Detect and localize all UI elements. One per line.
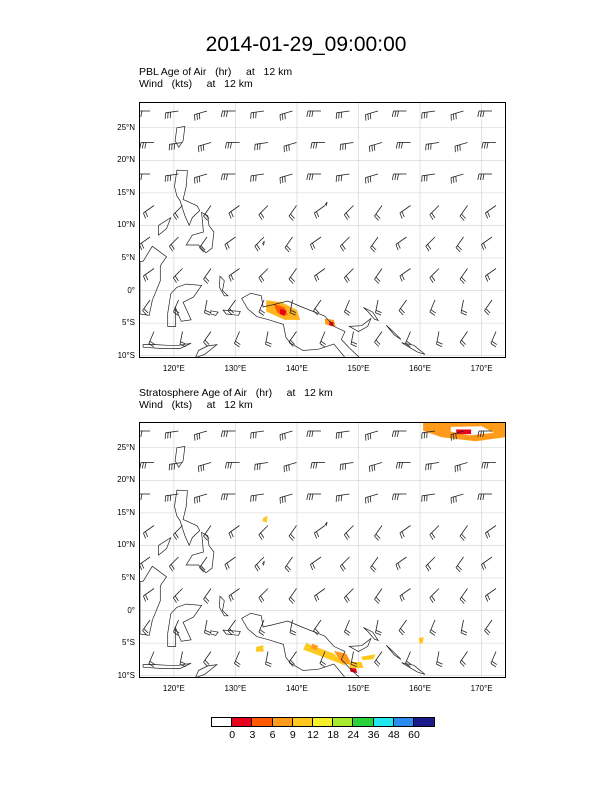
latitude-tick-label: 15°N: [117, 507, 135, 517]
longitude-tick-label: 160°E: [409, 684, 431, 693]
panel1-title-line2: Wind (kts) at 12 km: [139, 78, 253, 90]
latitude-tick-label: 25°N: [117, 442, 135, 452]
colorbar-swatch: [272, 718, 293, 726]
colorbar-label: 24: [347, 729, 360, 741]
latitude-tick-label: 10°S: [117, 670, 135, 680]
longitude-tick-label: 120°E: [162, 364, 185, 373]
colorbar-label: 60: [408, 729, 420, 741]
colorbar-swatch: [312, 718, 334, 726]
latitude-tick-label: 5°S: [122, 638, 135, 648]
latitude-tick-label: 15°N: [117, 187, 135, 197]
colorbar-swatch: [212, 718, 233, 726]
longitude-tick-label: 160°E: [409, 364, 431, 373]
colorbar-swatch: [413, 718, 435, 726]
colorbar-swatch: [353, 718, 374, 726]
figure-title: 2014-01-29_09:00:00: [205, 33, 407, 56]
longitude-tick-label: 130°E: [224, 364, 247, 373]
longitude-tick-label: 140°E: [286, 684, 308, 693]
colorbar-label: 3: [249, 729, 256, 741]
longitude-tick-label: 150°E: [347, 684, 370, 693]
panel1-map-canvas: [140, 103, 505, 357]
latitude-tick-label: 10°S: [117, 350, 135, 360]
longitude-tick-label: 140°E: [286, 364, 308, 373]
longitude-tick-label: 150°E: [347, 364, 370, 373]
panel1-map: [139, 102, 506, 358]
longitude-tick-label: 130°E: [224, 684, 247, 693]
longitude-tick-label: 170°E: [470, 684, 493, 693]
colorbar-label: 12: [307, 729, 319, 741]
colorbar-swatch: [252, 718, 273, 726]
latitude-tick-label: 20°N: [117, 155, 135, 165]
colorbar-label: 0: [229, 729, 236, 741]
colorbar: [211, 717, 436, 727]
colorbar-label: 6: [269, 729, 276, 741]
colorbar-swatch: [292, 718, 313, 726]
colorbar-swatch: [393, 718, 414, 726]
latitude-tick-label: 5°N: [121, 253, 135, 262]
colorbar-swatch: [232, 718, 253, 726]
colorbar-swatch: [373, 718, 394, 726]
colorbar-label: 48: [387, 729, 400, 741]
colorbar-label: 36: [367, 729, 380, 741]
latitude-tick-label: 0°: [127, 605, 135, 615]
colorbar-swatch: [333, 718, 354, 726]
latitude-tick-label: 25°N: [117, 122, 135, 132]
colorbar-label: 9: [289, 729, 296, 741]
longitude-tick-label: 120°E: [162, 684, 185, 693]
panel2-title-line2: Wind (kts) at 12 km: [139, 399, 253, 411]
panel2-map-canvas: [140, 423, 505, 677]
colorbar-label: 18: [327, 729, 340, 741]
latitude-tick-label: 5°S: [122, 318, 135, 328]
latitude-tick-label: 20°N: [117, 475, 135, 485]
longitude-tick-label: 170°E: [470, 364, 493, 373]
latitude-tick-label: 10°N: [117, 540, 135, 550]
latitude-tick-label: 5°N: [121, 573, 135, 582]
panel2-title-line1: Stratosphere Age of Air (hr) at 12 km: [139, 387, 333, 399]
panel2-map: [139, 422, 506, 678]
latitude-tick-label: 0°: [127, 285, 135, 295]
latitude-tick-label: 10°N: [117, 220, 135, 230]
panel1-title-line1: PBL Age of Air (hr) at 12 km: [139, 66, 293, 78]
